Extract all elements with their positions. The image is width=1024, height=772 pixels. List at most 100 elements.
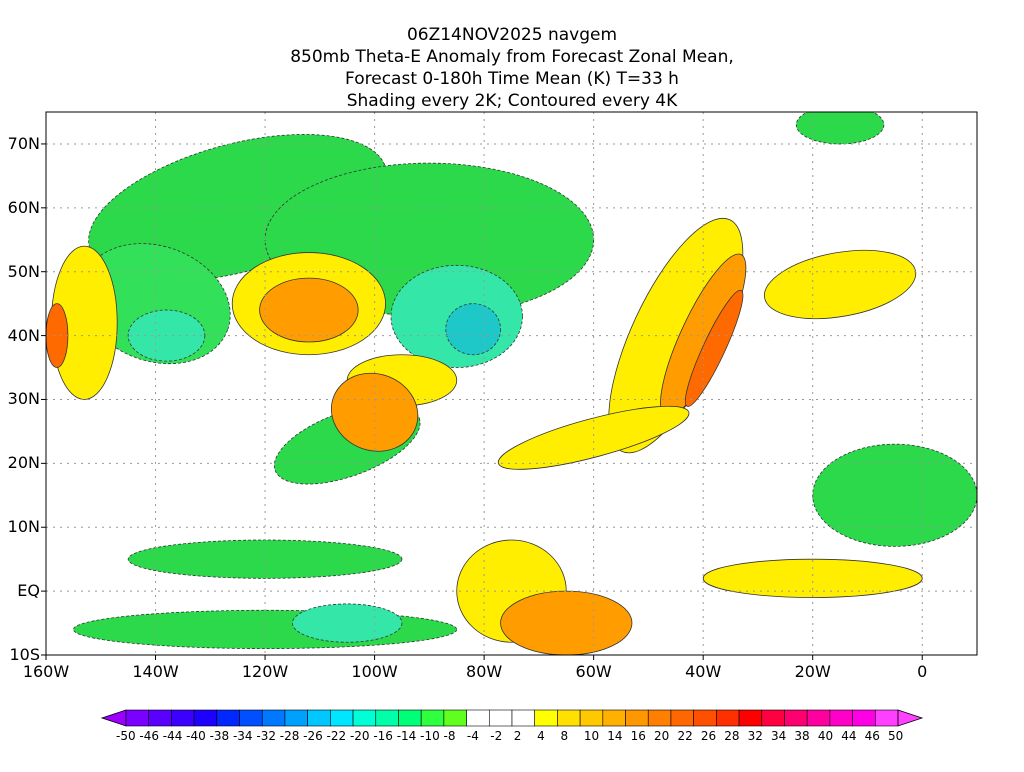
lat-tick-label: 40N bbox=[7, 325, 40, 345]
colorbar-swatch bbox=[693, 709, 717, 727]
colorbar-tick-label: 4 bbox=[537, 729, 545, 743]
colorbar-swatch bbox=[534, 709, 558, 727]
anomaly-region bbox=[259, 278, 359, 342]
colorbar-tick-label: -14 bbox=[396, 729, 417, 743]
colorbar-tick-label: 2 bbox=[513, 729, 522, 743]
lon-tick-label: 160W bbox=[22, 662, 70, 681]
title-line-2: 850mb Theta-E Anomaly from Forecast Zona… bbox=[290, 47, 734, 67]
colorbar-tick-label: 50 bbox=[888, 729, 904, 743]
lon-tick-label: 20W bbox=[794, 662, 831, 681]
colorbar-tick-label: -38 bbox=[209, 729, 230, 743]
colorbar-tick-label: -50 bbox=[116, 729, 136, 743]
lat-tick-label: 60N bbox=[7, 197, 40, 217]
anomaly-contour bbox=[500, 590, 633, 655]
colorbar-tick-label: -16 bbox=[373, 729, 393, 743]
colorbar-swatch bbox=[261, 709, 286, 727]
colorbar-tick-label: 8 bbox=[560, 729, 569, 743]
anomaly-contour bbox=[702, 558, 923, 598]
colorbar-tick-label: 26 bbox=[700, 729, 717, 743]
colorbar-swatch bbox=[511, 709, 536, 727]
anomaly-contour bbox=[72, 609, 458, 650]
colorbar-tick-label: -26 bbox=[303, 729, 323, 743]
colorbar-swatch bbox=[602, 709, 626, 727]
colorbar-swatch bbox=[239, 709, 263, 727]
colorbar-swatch bbox=[216, 709, 240, 727]
colorbar-left-arrow bbox=[100, 709, 127, 727]
lon-tick-label: 40W bbox=[685, 662, 722, 681]
colorbar-tick-label: -32 bbox=[256, 729, 276, 743]
colorbar-tick-label: 46 bbox=[864, 729, 880, 743]
anomaly-contour bbox=[259, 277, 359, 343]
lat-tick-label: EQ bbox=[17, 581, 40, 601]
colorbar-swatch bbox=[716, 709, 740, 727]
lon-tick-label: 0 bbox=[917, 662, 928, 681]
anomaly-contour bbox=[684, 289, 744, 407]
colorbar-tick-label: -44 bbox=[162, 729, 183, 743]
colorbar-swatch bbox=[398, 709, 422, 727]
anomaly-region bbox=[498, 406, 689, 470]
anomaly-contour bbox=[445, 303, 501, 356]
lon-tick-label: 120W bbox=[241, 662, 289, 681]
anomaly-contour bbox=[330, 372, 419, 452]
colorbar-tick-label: -40 bbox=[186, 729, 206, 743]
colorbar-swatch bbox=[852, 709, 876, 727]
colorbar-swatch bbox=[148, 709, 172, 727]
plot-frame bbox=[45, 111, 978, 656]
anomaly-region bbox=[46, 303, 68, 368]
colorbar-tick-label: 28 bbox=[724, 729, 740, 743]
colorbar-swatch bbox=[307, 709, 331, 727]
lat-tick-label: 10N bbox=[7, 517, 40, 537]
colorbar-tick-label: -4 bbox=[466, 729, 479, 743]
anomaly-region bbox=[703, 559, 923, 598]
colorbar-swatch bbox=[352, 709, 377, 727]
colorbar-tick-label: -22 bbox=[326, 729, 347, 743]
colorbar-tick-label: 10 bbox=[583, 729, 600, 743]
colorbar-tick-label: 16 bbox=[630, 729, 646, 743]
anomaly-region bbox=[812, 444, 977, 547]
lat-tick-label: 20N bbox=[7, 453, 40, 473]
colorbar-swatch bbox=[784, 709, 808, 727]
anomaly-contour bbox=[812, 443, 977, 547]
title-line-4: Shading every 2K; Contoured every 4K bbox=[346, 91, 678, 111]
colorbar-tick-label: 40 bbox=[817, 729, 834, 743]
colorbar-tick-label: 38 bbox=[794, 729, 810, 743]
colorbar-swatch bbox=[806, 709, 831, 727]
anomaly-region bbox=[608, 218, 743, 453]
colorbar-tick-label: 20 bbox=[654, 729, 670, 743]
anomaly-region bbox=[292, 603, 402, 643]
anomaly-region bbox=[796, 112, 884, 144]
title-line-1: 06Z14NOV2025 navgem bbox=[406, 25, 618, 45]
colorbar-tick-label: 22 bbox=[677, 729, 693, 743]
colorbar-swatch bbox=[874, 709, 899, 727]
anomaly-region bbox=[331, 373, 418, 452]
colorbar-swatch bbox=[443, 709, 467, 727]
lon-tick-label: 140W bbox=[132, 662, 179, 681]
anomaly-region bbox=[445, 303, 501, 355]
colorbar-tick-label: 14 bbox=[607, 729, 623, 743]
anomaly-contour bbox=[390, 264, 523, 368]
gridlines bbox=[46, 112, 977, 655]
shaded-field bbox=[46, 112, 977, 655]
anomaly-region bbox=[660, 254, 746, 418]
lat-tick-label: 70N bbox=[7, 133, 40, 153]
colorbar-tick-label: 32 bbox=[747, 729, 763, 743]
colorbar-swatch bbox=[625, 709, 649, 727]
anomaly-contour bbox=[127, 309, 206, 362]
anomaly-contour bbox=[795, 112, 885, 145]
colorbar-swatch bbox=[488, 709, 513, 727]
anomaly-region bbox=[128, 540, 402, 579]
plot-title: 06Z14NOV2025 navgem 850mb Theta-E Anomal… bbox=[0, 24, 1024, 112]
lat-tick-label: 10S bbox=[9, 645, 40, 664]
anomaly-contour bbox=[497, 405, 690, 470]
title-line-3: Forecast 0-180h Time Mean (K) T=33 h bbox=[345, 69, 679, 89]
lat-tick-label: 50N bbox=[7, 261, 40, 281]
anomaly-contour bbox=[292, 603, 403, 643]
colorbar-swatch bbox=[738, 709, 763, 727]
colorbar-swatch bbox=[829, 709, 853, 727]
colorbar-swatch bbox=[647, 709, 672, 727]
anomaly-contour bbox=[763, 249, 917, 320]
lon-tick-label: 80W bbox=[466, 662, 503, 681]
colorbar-swatch bbox=[125, 709, 150, 727]
colorbar-swatch bbox=[375, 709, 399, 727]
